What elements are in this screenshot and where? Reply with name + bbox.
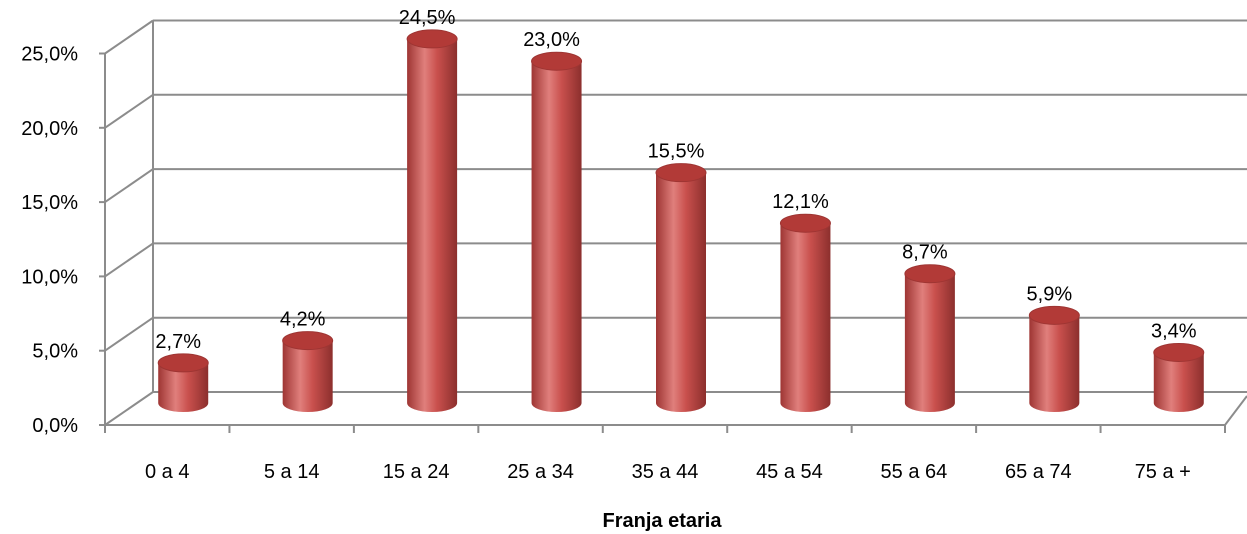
x-tick-label: 0 a 4 — [145, 461, 189, 483]
x-axis-title: Franja etaria — [603, 510, 723, 532]
gridline-wall — [104, 391, 154, 426]
data-label: 15,5% — [648, 141, 705, 163]
data-label: 2,7% — [155, 331, 201, 353]
bar-body — [282, 340, 333, 412]
bar-body — [407, 38, 458, 413]
bar-body — [656, 172, 706, 412]
x-tick-label: 5 a 14 — [264, 461, 320, 483]
data-label: 8,7% — [902, 242, 948, 264]
floor-right-edge — [1224, 395, 1247, 426]
y-tick-label: 5,0% — [32, 341, 78, 363]
y-tick-label: 15,0% — [21, 192, 78, 214]
bar-top — [1153, 342, 1205, 362]
gridlines — [99, 19, 1247, 433]
bar — [406, 29, 458, 413]
x-tick-label: 15 a 24 — [383, 461, 450, 483]
bar-body — [1153, 352, 1204, 412]
bar — [655, 163, 707, 412]
y-tick-label: 0,0% — [32, 415, 78, 437]
bar — [531, 51, 583, 412]
x-tick-label: 35 a 44 — [632, 461, 699, 483]
bar-body — [780, 223, 831, 412]
y-tick-label: 20,0% — [21, 118, 78, 140]
gridline-wall — [104, 168, 154, 203]
data-label: 23,0% — [523, 29, 580, 51]
bar-top — [282, 331, 334, 351]
bars — [157, 29, 1205, 413]
bar — [282, 331, 334, 412]
data-label: 5,9% — [1027, 283, 1073, 305]
bar-body — [1029, 315, 1080, 412]
data-label: 4,2% — [280, 309, 326, 331]
bar — [779, 213, 831, 412]
x-tick-label: 25 a 34 — [507, 461, 574, 483]
bar — [1028, 305, 1080, 412]
data-label: 24,5% — [399, 7, 456, 29]
data-label: 3,4% — [1151, 320, 1197, 342]
bar-top — [779, 213, 831, 233]
bar — [904, 264, 956, 412]
bar-top — [406, 29, 458, 49]
bar-top — [655, 163, 707, 183]
gridline-wall — [104, 93, 154, 129]
bar-top — [904, 264, 956, 284]
bar-body — [158, 362, 209, 412]
labels: 0,0% 5,0% 10,0% 15,0% 20,0% 25,0% 2,7% 0 a 4 4,2… — [21, 7, 1197, 483]
bar-top — [157, 353, 209, 373]
y-tick-label: 10,0% — [21, 266, 78, 288]
x-tick-label: 55 a 64 — [881, 461, 948, 483]
x-tick-label: 45 a 54 — [756, 461, 823, 483]
x-tick-label: 75 a + — [1135, 461, 1191, 483]
gridline-wall — [104, 316, 154, 352]
gridline-wall — [104, 19, 154, 55]
bar — [157, 353, 209, 412]
bar-top — [531, 51, 583, 71]
bar-body — [904, 273, 955, 412]
data-label: 12,1% — [772, 191, 829, 213]
y-tick-label: 25,0% — [21, 44, 78, 66]
x-tick-label: 65 a 74 — [1005, 461, 1072, 483]
bar-body — [531, 61, 582, 412]
gridline-wall — [104, 242, 154, 278]
bar-top — [1028, 305, 1080, 325]
bar — [1153, 342, 1205, 412]
